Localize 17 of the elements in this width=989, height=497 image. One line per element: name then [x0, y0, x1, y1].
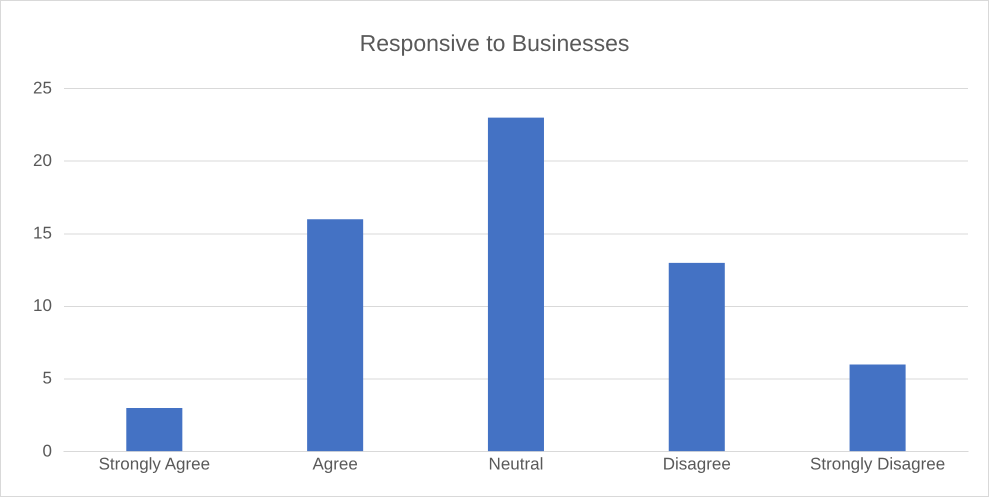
bar — [488, 118, 544, 452]
bar — [668, 262, 725, 452]
x-tick-label: Neutral — [488, 454, 544, 474]
y-tick-label: 15 — [32, 223, 52, 242]
y-tick-label: 0 — [42, 441, 52, 460]
bar — [126, 408, 182, 452]
y-tick-label: 20 — [32, 150, 52, 170]
y-tick-label: 5 — [42, 368, 52, 388]
y-tick-label: 10 — [32, 296, 52, 316]
x-tick-label: Strongly Agree — [98, 454, 210, 474]
x-tick-label: Strongly Disagree — [810, 454, 946, 474]
bar — [850, 364, 906, 452]
x-tick-label: Disagree — [662, 454, 731, 474]
chart-title: Responsive to Businesses — [360, 30, 630, 56]
y-tick-label: 25 — [32, 78, 52, 98]
bar — [307, 219, 364, 452]
x-tick-label: Agree — [312, 454, 358, 474]
